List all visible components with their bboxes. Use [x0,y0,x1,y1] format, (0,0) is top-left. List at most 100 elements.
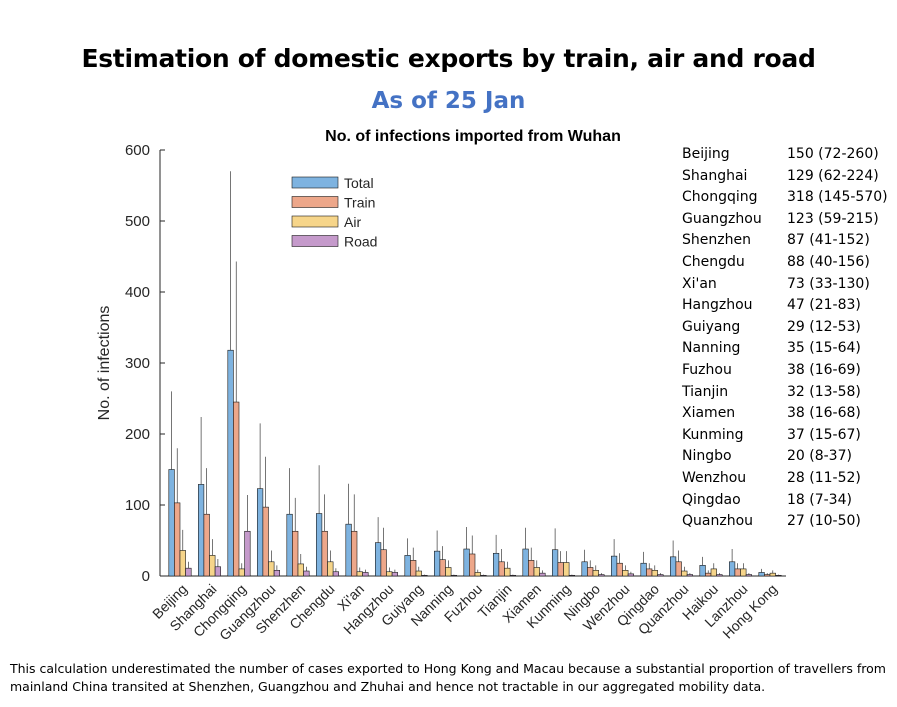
bar-train [617,563,623,576]
estimate-city: Qingdao [682,490,787,512]
estimate-city: Fuzhou [682,360,787,382]
estimate-value: 73 (33-130) [787,276,870,292]
estimate-value: 38 (16-68) [787,405,861,421]
footnote: This calculation underestimated the numb… [10,660,890,696]
estimate-city: Nanning [682,338,787,360]
estimate-city: Wenzhou [682,468,787,490]
bar-road [392,572,398,576]
y-tick-label: 600 [125,142,150,159]
bar-road [687,575,693,576]
bar-total [611,556,617,576]
bar-air [652,570,658,576]
estimate-city: Ningbo [682,446,787,468]
bar-air [210,555,216,576]
estimate-value: 123 (59-215) [787,211,879,227]
bar-total [257,489,263,576]
bar-road [599,575,605,576]
bar-air [180,550,186,576]
bar-train [587,567,593,576]
bar-road [245,531,251,576]
bar-road [333,572,339,576]
estimate-row: Fuzhou 38 (16-69) [682,360,888,382]
estimate-row: Shanghai 129 (62-224) [682,166,888,188]
bar-air [711,569,717,576]
estimate-city: Shenzhen [682,230,787,252]
bar-air [475,572,481,576]
bar-train [764,575,770,576]
bar-road [274,570,280,576]
bar-road [510,575,516,576]
legend-label: Air [344,214,361,230]
bar-train [174,503,180,576]
estimate-value: 318 (145-570) [787,189,888,205]
legend-swatch [292,216,338,227]
y-tick-label: 200 [125,426,150,443]
estimate-city: Chongqing [682,187,787,209]
bar-total [729,562,735,576]
estimate-row: Chengdu 88 (40-156) [682,252,888,274]
bar-air [741,569,747,576]
estimate-row: Chongqing 318 (145-570) [682,187,888,209]
y-tick-label: 500 [125,213,150,230]
bar-air [623,570,629,576]
estimate-value: 38 (16-69) [787,362,861,378]
estimate-row: Hangzhou 47 (21-83) [682,295,888,317]
bar-air [593,570,599,576]
estimate-row: Tianjin 32 (13-58) [682,382,888,404]
estimate-city: Xi'an [682,274,787,296]
estimate-city: Guangzhou [682,209,787,231]
bar-air [387,572,393,576]
y-tick-label: 300 [125,355,150,372]
bar-total [316,514,322,576]
bar-air [269,562,275,576]
bar-road [746,575,752,576]
legend-swatch [292,197,338,208]
bar-train [204,514,210,576]
estimate-row: Wenzhou 28 (11-52) [682,468,888,490]
bar-air [534,567,540,576]
legend-label: Road [344,234,377,250]
estimates-table: Beijing 150 (72-260) Shanghai 129 (62-224) C… [682,144,888,533]
estimate-city: Shanghai [682,166,787,188]
bar-air [416,571,422,576]
y-tick-label: 0 [142,568,150,585]
estimate-value: 87 (41-152) [787,232,870,248]
legend-swatch [292,236,338,247]
estimate-value: 47 (21-83) [787,297,861,313]
bar-train [381,550,387,576]
bar-train [528,560,534,576]
bar-road [658,575,664,576]
legend-label: Total [344,175,374,191]
estimate-city: Guiyang [682,317,787,339]
bar-total [169,470,175,577]
estimate-row: Kunming 37 (15-67) [682,425,888,447]
estimate-value: 29 (12-53) [787,319,861,335]
estimate-value: 20 (8-37) [787,448,852,464]
bar-total [552,550,558,576]
bar-total [375,543,381,576]
bar-road [717,575,723,576]
bar-train [322,531,328,576]
bar-air [328,562,334,576]
estimate-city: Hangzhou [682,295,787,317]
bar-road [569,575,575,576]
bar-road [215,567,221,576]
bar-train [558,563,564,576]
estimate-row: Shenzhen 87 (41-152) [682,230,888,252]
estimate-row: Beijing 150 (72-260) [682,144,888,166]
bar-train [410,560,416,576]
bar-air [239,569,245,576]
bar-air [770,573,776,576]
bar-air [505,568,511,576]
bar-train [263,507,269,576]
estimate-city: Xiamen [682,403,787,425]
bar-road [363,572,369,576]
bar-total [759,572,765,576]
bar-train [735,569,741,576]
bar-total [670,557,676,576]
estimate-row: Guiyang 29 (12-53) [682,317,888,339]
bar-total [198,484,204,576]
y-axis-label: No. of infections [96,306,113,421]
chart-title: No. of infections imported from Wuhan [325,128,621,145]
estimate-value: 27 (10-50) [787,513,861,529]
